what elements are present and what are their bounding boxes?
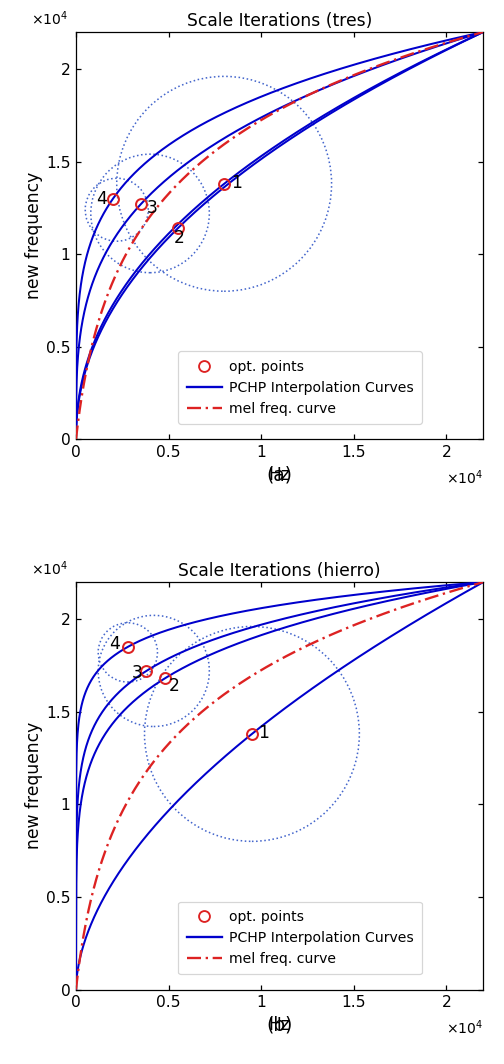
Text: (b): (b) xyxy=(267,1015,293,1034)
Text: $\times 10^4$: $\times 10^4$ xyxy=(446,1018,483,1036)
Text: 3: 3 xyxy=(146,199,157,217)
Text: 4: 4 xyxy=(109,635,120,652)
Text: $\times 10^4$: $\times 10^4$ xyxy=(446,468,483,486)
Text: 2: 2 xyxy=(174,229,185,247)
Title: Scale Iterations (tres): Scale Iterations (tres) xyxy=(187,12,372,30)
Text: $\times 10^4$: $\times 10^4$ xyxy=(31,560,68,578)
Text: 3: 3 xyxy=(132,664,143,682)
X-axis label: Hz: Hz xyxy=(269,1016,291,1034)
Title: Scale Iterations (hierro): Scale Iterations (hierro) xyxy=(178,562,381,580)
Text: 1: 1 xyxy=(231,173,241,192)
Y-axis label: new frequency: new frequency xyxy=(25,172,43,299)
X-axis label: Hz: Hz xyxy=(269,466,291,484)
Text: 1: 1 xyxy=(259,724,270,742)
Y-axis label: new frequency: new frequency xyxy=(25,722,43,849)
Text: 2: 2 xyxy=(168,678,179,695)
Text: $\times 10^4$: $\times 10^4$ xyxy=(31,10,68,28)
Text: (a): (a) xyxy=(267,465,293,484)
Text: 4: 4 xyxy=(96,190,107,209)
Legend: opt. points, PCHP Interpolation Curves, mel freq. curve: opt. points, PCHP Interpolation Curves, … xyxy=(178,351,422,425)
Legend: opt. points, PCHP Interpolation Curves, mel freq. curve: opt. points, PCHP Interpolation Curves, … xyxy=(178,901,422,975)
